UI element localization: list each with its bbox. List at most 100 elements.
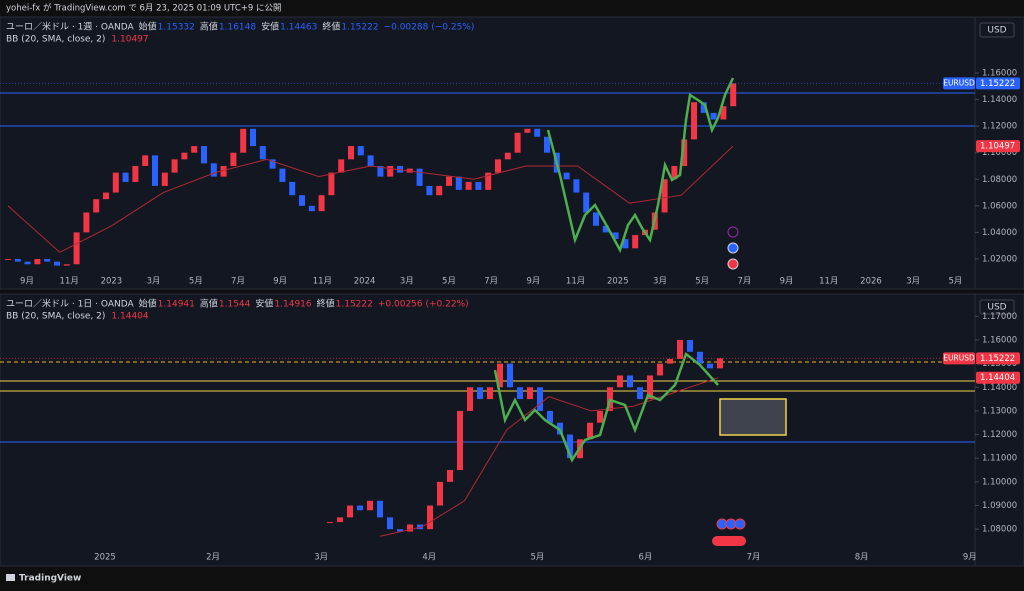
- x-tick-label: 9月: [20, 277, 34, 287]
- currency-button: [979, 22, 1015, 38]
- brand: TradingView: [19, 574, 81, 584]
- x-tick-label: 9月: [273, 277, 287, 287]
- candle: [495, 159, 501, 173]
- candle: [367, 155, 374, 166]
- currency-label: USD: [987, 26, 1006, 36]
- header-text: +0.00256 (+0.22%): [378, 300, 469, 310]
- y-tick-label: 1.16000: [982, 335, 1017, 345]
- candle: [465, 181, 472, 190]
- indicator-tag: [976, 140, 1020, 153]
- candle: [73, 232, 80, 265]
- x-tick-label: 7月: [737, 277, 751, 287]
- candle: [93, 199, 100, 213]
- candle: [507, 363, 513, 388]
- x-tick-label: 3月: [400, 277, 414, 287]
- panel-daily: [0, 293, 1024, 567]
- candle: [427, 505, 433, 530]
- candle: [455, 176, 462, 190]
- candle: [524, 128, 531, 133]
- y-tick-label: 1.11000: [982, 454, 1017, 464]
- candle: [210, 163, 217, 177]
- x-tick-label: 5月: [442, 277, 456, 287]
- indicator-value: 1.10497: [111, 35, 148, 45]
- x-tick-label: 2024: [354, 277, 376, 287]
- candle: [348, 146, 354, 160]
- header-text: ユーロ／米ドル · 1週 · OANDA: [6, 21, 134, 33]
- candle: [537, 387, 543, 411]
- candle: [142, 155, 149, 166]
- candle: [710, 112, 717, 120]
- panel-weekly: [0, 16, 1024, 290]
- candle: [407, 524, 413, 532]
- x-tick-label: 11月: [566, 277, 585, 287]
- x-tick-label: 3月: [906, 277, 920, 287]
- publisher: yohei-fx が TradingView.com で 6月 23, 2025…: [6, 3, 281, 14]
- candle: [269, 159, 276, 169]
- indicator-tag-text: 1.14404: [980, 373, 1015, 383]
- symbol-tag-text: EURUSD: [943, 78, 975, 87]
- candle: [387, 165, 394, 177]
- candle: [191, 146, 198, 153]
- candle: [83, 212, 90, 233]
- header-text: 高値: [200, 21, 218, 33]
- icon: [727, 258, 739, 270]
- y-tick-label: 1.10000: [982, 148, 1017, 158]
- header-text: 始値: [139, 21, 157, 33]
- indicator-tag-text: 1.10497: [980, 142, 1015, 152]
- candle: [122, 172, 129, 182]
- candle: [567, 434, 573, 459]
- candle: [377, 165, 384, 177]
- y-tick-label: 1.02000: [982, 254, 1017, 264]
- annotation-wave: [493, 351, 719, 463]
- candle: [63, 264, 70, 266]
- candle: [14, 258, 21, 262]
- header-text: 終値: [317, 298, 335, 310]
- header-text: 終値: [322, 21, 340, 33]
- candle: [687, 339, 693, 352]
- x-tick-label: 6月: [639, 553, 653, 563]
- price-tag: [976, 352, 1020, 365]
- x-tick-label: 4月: [422, 553, 436, 563]
- candle: [103, 192, 109, 200]
- x-tick-label: 11月: [819, 277, 838, 287]
- candle: [514, 132, 521, 153]
- header-text: 始値: [139, 298, 157, 310]
- x-tick-label: 5月: [530, 553, 544, 563]
- header-text: 1.1544: [219, 300, 251, 310]
- indicator-tag: [976, 371, 1020, 384]
- candle: [632, 235, 639, 249]
- candle: [24, 261, 31, 265]
- header-text: 1.14916: [274, 300, 311, 310]
- candle: [447, 470, 453, 482]
- header-text: 高値: [200, 298, 218, 310]
- candle: [152, 155, 158, 186]
- x-tick-label: 5月: [189, 277, 203, 287]
- candle: [181, 152, 188, 160]
- candle: [534, 128, 541, 137]
- x-tick-label: 3月: [653, 277, 667, 287]
- candle: [328, 172, 335, 196]
- candle: [602, 225, 609, 233]
- candle: [485, 172, 492, 190]
- y-tick-label: 1.14000: [982, 95, 1017, 105]
- price-tag: [976, 77, 1020, 90]
- candle: [457, 410, 463, 471]
- candle: [587, 422, 593, 440]
- indicator-value: 1.14404: [111, 312, 148, 322]
- candle: [544, 136, 550, 153]
- candle: [259, 146, 266, 160]
- candle: [387, 517, 393, 530]
- candle: [357, 505, 363, 511]
- candle: [299, 195, 305, 206]
- candle: [327, 522, 333, 524]
- candle: [691, 102, 697, 140]
- icon: [712, 536, 746, 546]
- candle: [467, 387, 473, 411]
- header-text: 1.14463: [280, 23, 317, 33]
- y-tick-label: 1.12000: [982, 122, 1017, 132]
- candle: [697, 351, 703, 364]
- candle: [54, 261, 60, 266]
- candle: [437, 481, 443, 506]
- candle: [527, 387, 533, 400]
- symbol-tag: [943, 77, 975, 90]
